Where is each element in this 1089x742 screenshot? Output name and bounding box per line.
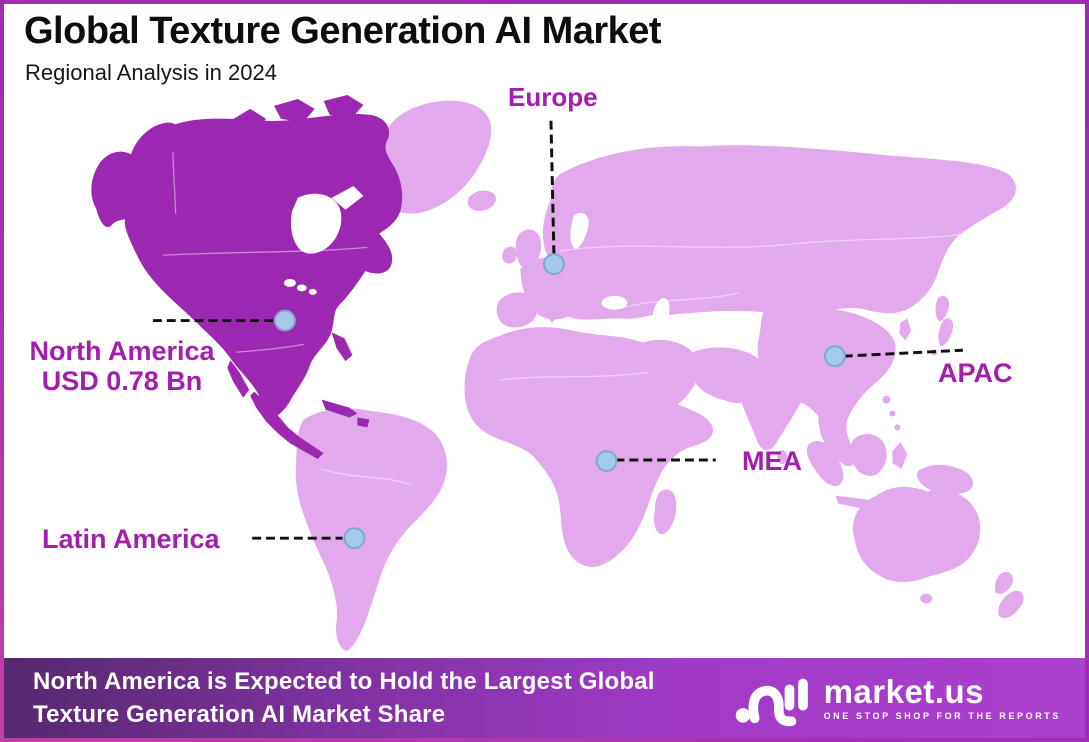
north-america-waters bbox=[283, 186, 364, 295]
sea-holes bbox=[570, 212, 670, 328]
baltic-sea bbox=[570, 212, 589, 250]
region-value-north-america: USD 0.78 Bn bbox=[41, 366, 203, 396]
peninsula-korea bbox=[899, 318, 912, 341]
infographic-content: Global Texture Generation AI Market Regi… bbox=[4, 4, 1085, 738]
footer-headline-line2: Texture Generation AI Market Share bbox=[33, 701, 446, 728]
region-label-north-america-name: North America bbox=[29, 336, 215, 366]
island-borneo bbox=[850, 434, 887, 476]
peninsula-kamchatka bbox=[903, 222, 937, 293]
island-japan bbox=[935, 296, 954, 347]
leader-line-apac bbox=[843, 348, 963, 358]
island-sri-lanka bbox=[777, 450, 788, 464]
peninsula-baja bbox=[227, 360, 250, 398]
country-borders bbox=[162, 152, 982, 486]
region-central-america bbox=[250, 391, 324, 460]
market-us-logo: market.us ONE STOP SHOP FOR THE REPORTS bbox=[734, 668, 1085, 728]
arctic-island-1 bbox=[230, 108, 267, 133]
marker-mea bbox=[595, 450, 618, 472]
black-sea bbox=[601, 295, 628, 310]
island-new-zealand bbox=[994, 571, 1024, 618]
peninsula-florida bbox=[331, 332, 353, 362]
page-title: Global Texture Generation AI Market bbox=[24, 10, 662, 52]
island-madagascar bbox=[654, 489, 677, 535]
page-subtitle: Regional Analysis in 2024 bbox=[25, 59, 277, 85]
region-label-north-america: North America USD 0.78 Bn bbox=[16, 336, 228, 396]
island-philippines-3 bbox=[894, 424, 901, 431]
arctic-island-2 bbox=[274, 98, 315, 123]
island-iceland bbox=[467, 190, 496, 211]
continent-north-america bbox=[124, 113, 403, 418]
continent-australia bbox=[852, 486, 981, 582]
region-label-europe: Europe bbox=[508, 82, 598, 112]
peninsula-malay bbox=[817, 407, 835, 452]
arctic-island-3 bbox=[323, 95, 364, 119]
continent-south-america bbox=[295, 408, 447, 651]
continent-africa bbox=[464, 327, 714, 567]
world-map bbox=[91, 95, 1024, 651]
island-sulawesi bbox=[892, 442, 908, 469]
marker-latin-america bbox=[343, 527, 366, 550]
island-philippines bbox=[882, 395, 891, 404]
continents-dark bbox=[91, 95, 403, 460]
hudson-strait bbox=[331, 186, 364, 210]
great-lake-2 bbox=[296, 284, 307, 292]
marker-europe bbox=[543, 253, 565, 276]
island-philippines-2 bbox=[889, 410, 896, 417]
marker-north-america bbox=[274, 309, 296, 332]
great-lake-1 bbox=[283, 279, 296, 287]
peninsula-iberia bbox=[496, 292, 538, 328]
header: Global Texture Generation AI Market Regi… bbox=[24, 10, 662, 86]
arctic-island-5 bbox=[304, 126, 341, 151]
marker-apac bbox=[823, 345, 846, 368]
caspian-sea bbox=[652, 298, 670, 328]
footer-headline: North America is Expected to Hold the La… bbox=[4, 665, 655, 731]
market-us-logo-icon bbox=[735, 678, 808, 727]
island-hispaniola bbox=[357, 417, 370, 428]
region-label-apac: APAC bbox=[938, 358, 1013, 388]
region-label-latin-america: Latin America bbox=[42, 524, 220, 554]
continent-asia bbox=[546, 145, 1016, 316]
footer-headline-line1: North America is Expected to Hold the La… bbox=[33, 668, 655, 695]
markers bbox=[274, 253, 846, 550]
island-sumatra bbox=[806, 441, 844, 487]
region-label-mea: MEA bbox=[742, 446, 802, 476]
market-us-logo-text: market.us ONE STOP SHOP FOR THE REPORTS bbox=[824, 675, 1061, 721]
island-ireland bbox=[502, 246, 518, 264]
logo-wordmark: market.us bbox=[823, 673, 984, 710]
island-cuba bbox=[321, 399, 358, 418]
footer-banner: North America is Expected to Hold the La… bbox=[4, 658, 1085, 738]
continents-light bbox=[295, 100, 1024, 651]
continent-greenland bbox=[376, 100, 492, 214]
island-new-guinea bbox=[917, 464, 974, 495]
island-tasmania bbox=[920, 593, 933, 604]
arctic-island-4 bbox=[254, 132, 291, 156]
region-china-indochina bbox=[757, 306, 896, 467]
island-britain bbox=[515, 229, 542, 269]
leader-lines bbox=[152, 120, 963, 540]
peninsula-italy bbox=[548, 288, 562, 323]
logo-tagline: ONE STOP SHOP FOR THE REPORTS bbox=[823, 711, 1061, 721]
hudson-bay bbox=[290, 193, 342, 254]
great-lake-3 bbox=[308, 288, 317, 295]
cape-york bbox=[930, 475, 947, 503]
leader-line-europe bbox=[549, 120, 556, 255]
